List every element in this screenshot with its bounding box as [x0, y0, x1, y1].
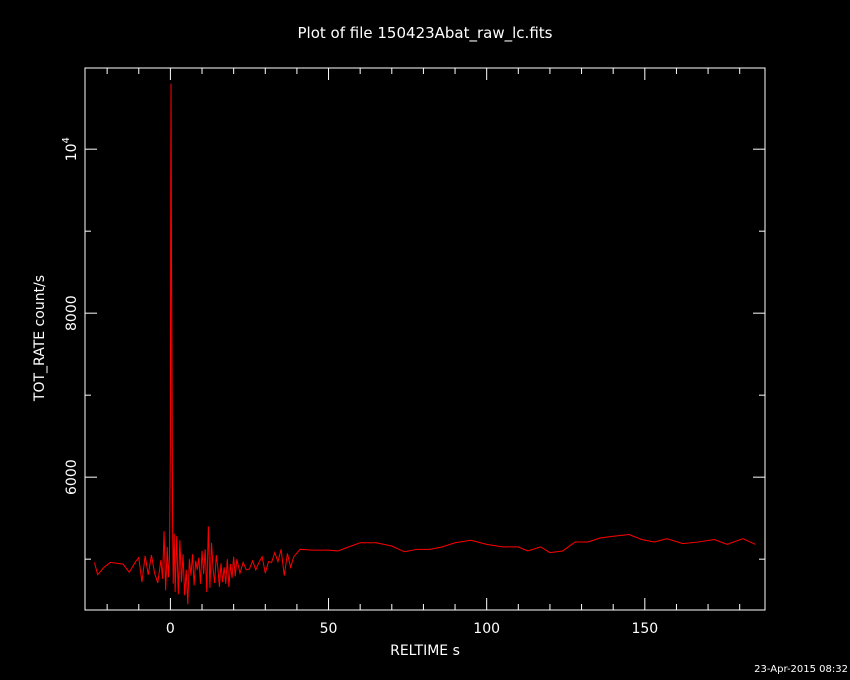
labels-layer: Plot of file 150423Abat_raw_lc.fits RELT… [32, 24, 848, 675]
x-tick-label: 50 [320, 621, 338, 637]
timestamp-label: 23-Apr-2015 08:32 [754, 664, 848, 675]
series-layer [94, 83, 756, 605]
y-axis-label: TOT_RATE count/s [32, 275, 48, 402]
x-tick-label: 0 [166, 621, 175, 637]
x-axis-label: RELTIME s [390, 643, 460, 659]
y-tick-label: 6000 [64, 459, 80, 495]
plot-frame [84, 67, 766, 611]
ticks-layer: 0 50 100 150 6000 8000 104 [61, 68, 765, 637]
y-tick-label: 8000 [64, 295, 80, 331]
y-tick-label: 104 [61, 137, 80, 161]
x-tick-label: 100 [473, 621, 500, 637]
plot-frame-layer [84, 67, 766, 611]
chart-title: Plot of file 150423Abat_raw_lc.fits [298, 24, 553, 43]
series-line-tot-rate [94, 83, 756, 605]
x-tick-label: 150 [631, 621, 658, 637]
